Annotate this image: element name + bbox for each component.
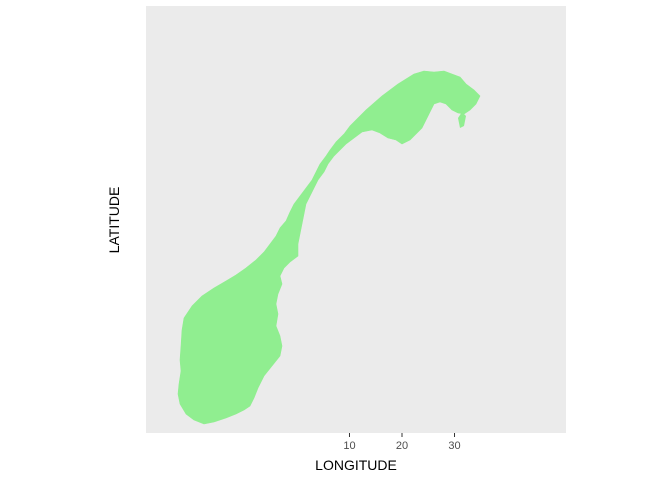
varanger-island	[458, 112, 466, 128]
x-tick-label: 10	[343, 440, 355, 452]
y-axis-title: LATITUDE	[106, 187, 122, 254]
x-tick-label: 30	[448, 440, 460, 452]
x-tick-label: 20	[396, 440, 408, 452]
x-axis-ticks: 10 20 30	[343, 433, 461, 452]
x-axis-title: LONGITUDE	[315, 457, 397, 473]
norway-landmass	[177, 70, 481, 425]
